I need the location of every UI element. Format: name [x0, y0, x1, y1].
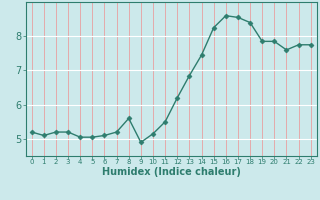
X-axis label: Humidex (Indice chaleur): Humidex (Indice chaleur) — [102, 167, 241, 177]
